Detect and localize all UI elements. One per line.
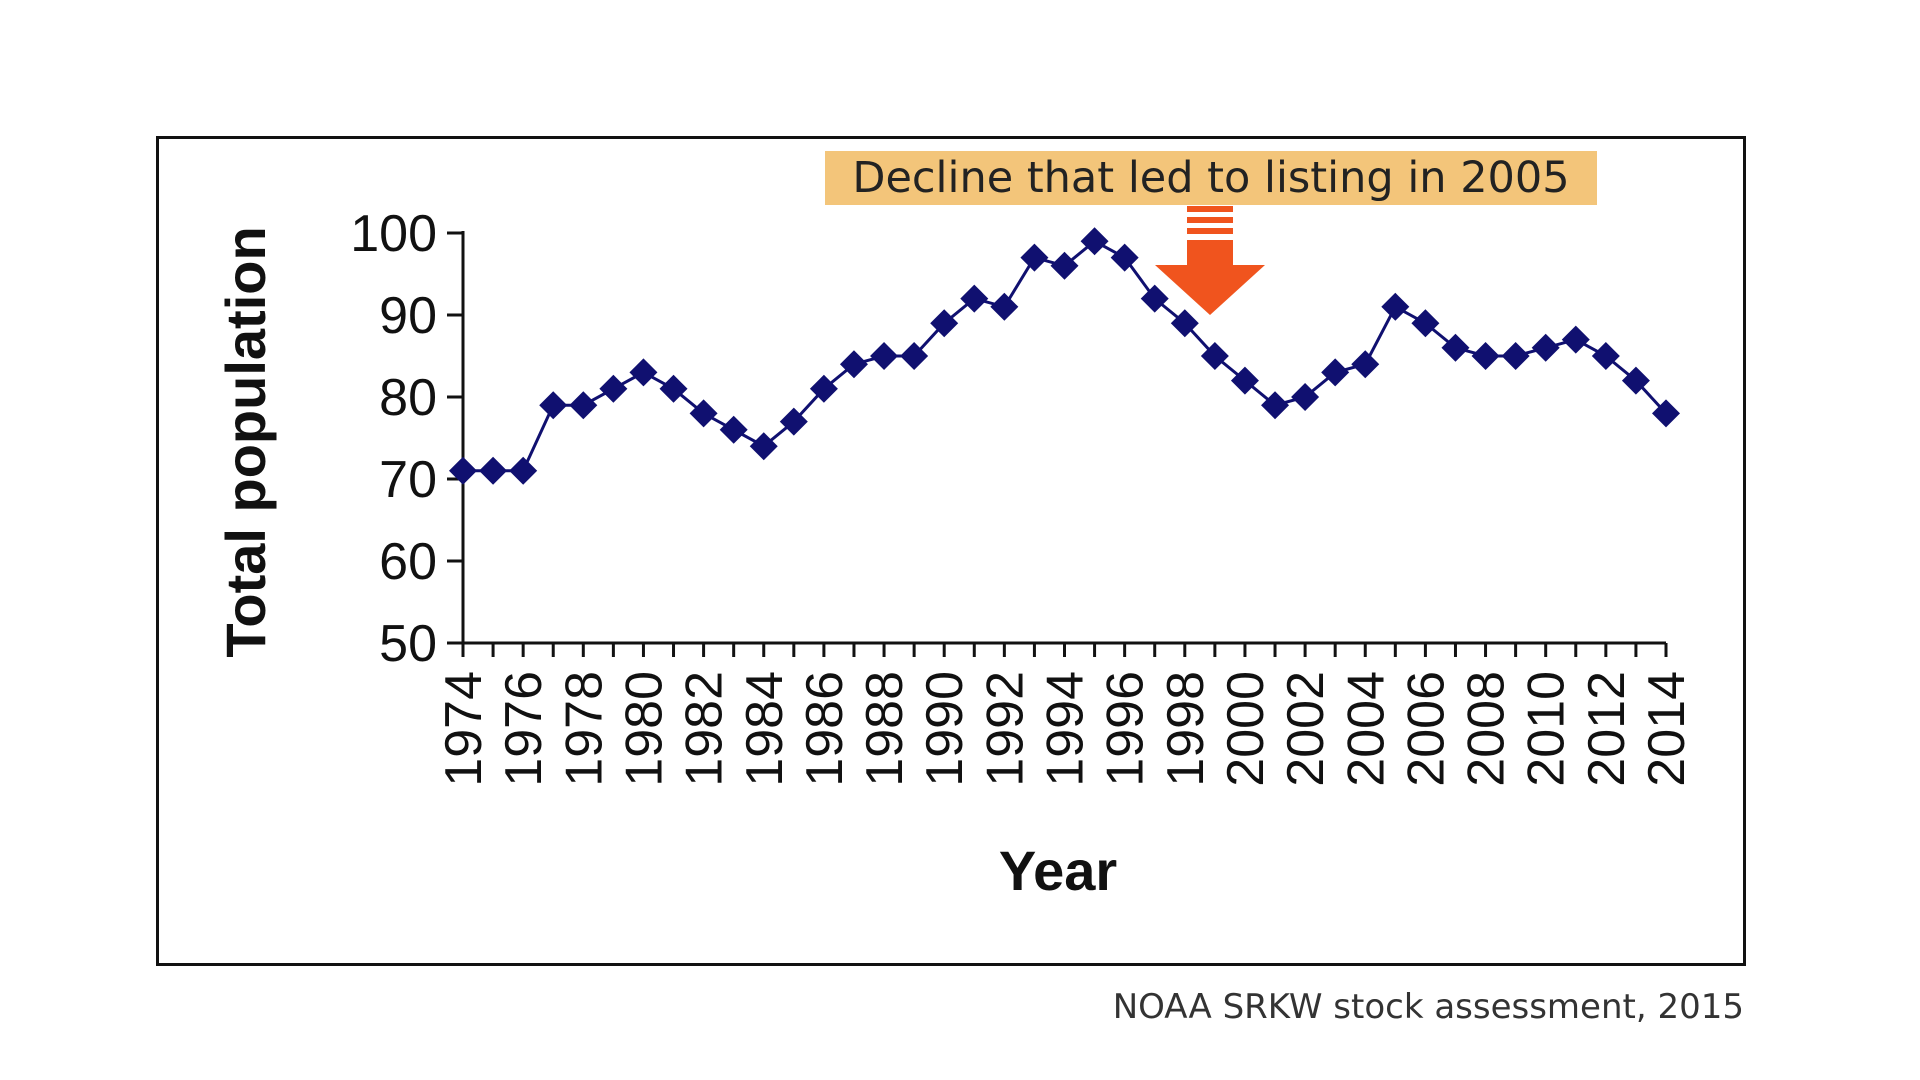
x-tick-label: 1986 xyxy=(796,671,854,787)
x-tick-label: 2002 xyxy=(1277,671,1335,787)
x-tick-label: 1978 xyxy=(555,671,613,787)
series-markers xyxy=(449,227,1680,485)
x-tick-label: 1976 xyxy=(495,671,553,787)
data-point-marker xyxy=(930,309,959,338)
x-axis-title: Year xyxy=(999,839,1117,902)
data-point-marker xyxy=(960,284,989,313)
x-tick-label: 2000 xyxy=(1217,671,1275,787)
data-point-marker xyxy=(1110,243,1139,272)
data-point-marker xyxy=(1561,325,1590,354)
x-tick-label: 2004 xyxy=(1337,671,1395,787)
data-point-marker xyxy=(719,415,748,444)
y-tick-label: 60 xyxy=(379,533,437,591)
x-tick-label: 2012 xyxy=(1578,671,1636,787)
data-point-marker xyxy=(449,456,477,485)
data-point-marker xyxy=(1170,309,1199,338)
data-point-marker xyxy=(1261,391,1290,420)
data-point-marker xyxy=(1652,399,1680,428)
y-axis-ticks: 50 60 70 80 90 100 xyxy=(350,205,463,673)
data-point-marker xyxy=(539,391,568,420)
x-tick-label: 1998 xyxy=(1157,671,1215,787)
data-point-marker xyxy=(1050,251,1079,280)
data-point-marker xyxy=(1621,366,1650,395)
data-point-marker xyxy=(839,350,868,379)
x-tick-label: 1982 xyxy=(676,671,734,787)
data-point-marker xyxy=(779,407,808,436)
x-tick-label: 1992 xyxy=(976,671,1034,787)
source-credit: NOAA SRKW stock assessment, 2015 xyxy=(1112,987,1744,1027)
x-tick-label: 1988 xyxy=(856,671,914,787)
data-point-marker xyxy=(629,358,658,387)
data-point-marker xyxy=(1230,366,1259,395)
x-tick-label: 1984 xyxy=(736,671,794,787)
data-point-marker xyxy=(1291,383,1320,411)
x-tick-label: 2010 xyxy=(1518,671,1576,787)
x-axis-ticks: 1974 1976 1978 1980 1982 1984 1986 1988 1990 1992… xyxy=(435,643,1696,787)
data-point-marker xyxy=(1471,342,1500,370)
data-point-marker xyxy=(1441,333,1470,362)
y-tick-label: 50 xyxy=(379,615,437,673)
x-tick-label: 1990 xyxy=(916,671,974,787)
down-arrow-icon xyxy=(1155,206,1265,315)
data-point-marker xyxy=(1531,333,1560,362)
y-tick-label: 90 xyxy=(379,287,437,345)
data-point-marker xyxy=(689,399,718,428)
data-point-marker xyxy=(1140,284,1169,313)
annotation-text: Decline that led to listing in 2005 xyxy=(852,153,1570,203)
y-tick-label: 100 xyxy=(350,205,437,263)
x-tick-label: 1974 xyxy=(435,671,493,787)
data-point-marker xyxy=(809,374,838,403)
data-point-marker xyxy=(1351,350,1380,379)
x-tick-label: 1980 xyxy=(615,671,673,787)
data-point-marker xyxy=(749,432,778,461)
data-point-marker xyxy=(1381,292,1410,321)
chart-frame xyxy=(156,136,1746,966)
data-point-marker xyxy=(990,292,1019,321)
x-tick-label: 2014 xyxy=(1638,671,1696,787)
x-tick-label: 2008 xyxy=(1458,671,1516,787)
y-tick-label: 80 xyxy=(379,369,437,427)
y-tick-label: 70 xyxy=(379,451,437,509)
data-point-marker xyxy=(479,456,508,485)
data-point-marker xyxy=(1321,358,1350,387)
data-point-marker xyxy=(509,456,538,485)
data-point-marker xyxy=(659,374,688,403)
data-point-marker xyxy=(870,342,899,370)
annotation-box: Decline that led to listing in 2005 xyxy=(825,151,1597,205)
data-point-marker xyxy=(1080,227,1109,256)
y-axis-title: Total population xyxy=(214,226,277,657)
data-point-marker xyxy=(900,342,929,370)
data-point-marker xyxy=(1501,342,1530,370)
x-tick-label: 1994 xyxy=(1037,671,1095,787)
data-point-marker xyxy=(1020,243,1049,272)
data-point-marker xyxy=(1411,309,1440,338)
data-point-marker xyxy=(599,374,628,403)
x-tick-label: 1996 xyxy=(1097,671,1155,787)
data-point-marker xyxy=(569,391,598,420)
data-point-marker xyxy=(1591,342,1620,370)
x-tick-label: 2006 xyxy=(1397,671,1455,787)
chart-axes xyxy=(461,231,1666,645)
data-point-marker xyxy=(1200,342,1229,370)
